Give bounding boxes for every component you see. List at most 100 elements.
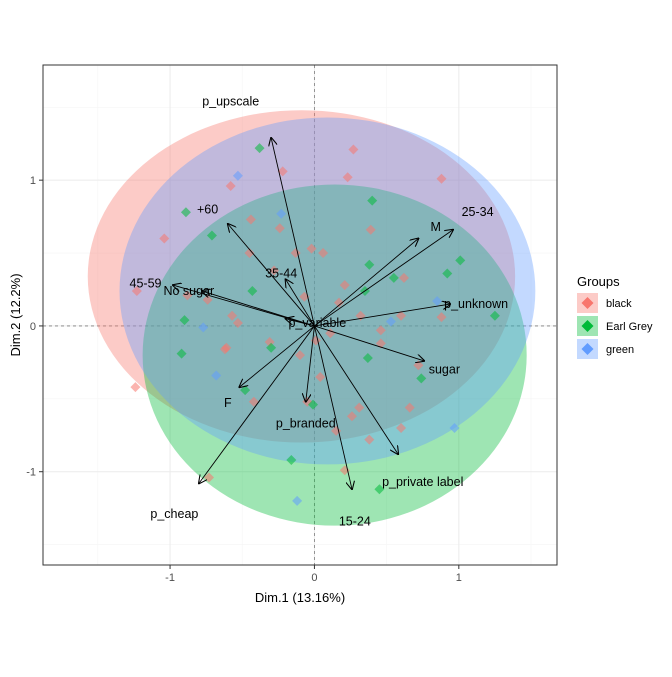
point-earl-grey: [374, 484, 385, 495]
point-black: [333, 297, 344, 308]
point-black: [339, 280, 350, 291]
point-black: [130, 382, 141, 393]
point-earl-grey: [179, 315, 190, 326]
legend-entries: black Earl Grey green: [577, 293, 653, 359]
point-green: [385, 316, 396, 327]
point-earl-grey: [180, 207, 191, 218]
point-black: [318, 248, 329, 259]
y-tick-label: -1: [26, 467, 36, 479]
point-black: [331, 425, 342, 436]
legend-label-black: black: [606, 298, 632, 310]
y-axis-title: Dim.2 (12.2%): [8, 273, 23, 356]
arrow-p-upscale: [271, 138, 315, 327]
label-f: F: [224, 396, 232, 410]
point-black: [131, 285, 142, 296]
y-tick-label: 1: [30, 175, 36, 187]
point-earl-grey: [176, 348, 187, 359]
arrow-p-branded: [306, 325, 315, 402]
point-black: [365, 224, 376, 235]
point-black: [232, 318, 243, 329]
point-green: [211, 370, 222, 381]
point-black: [436, 312, 447, 323]
ellipse-earl-grey: [142, 184, 527, 526]
label-p-unknown: p_unknown: [444, 297, 508, 311]
point-earl-grey: [362, 353, 373, 364]
x-tick-label: 1: [456, 572, 462, 584]
label-sugar: sugar: [429, 363, 460, 377]
arrow-15-24: [313, 325, 352, 489]
point-earl-grey: [247, 285, 258, 296]
ellipse-green: [119, 117, 536, 465]
point-black: [396, 422, 407, 433]
point-green: [449, 422, 460, 433]
point-earl-grey: [286, 455, 297, 466]
point-black: [436, 173, 447, 184]
point-black: [364, 434, 375, 445]
point-green: [276, 208, 287, 219]
legend-marker-green: [581, 343, 594, 355]
point-black: [269, 265, 280, 276]
point-earl-grey: [388, 272, 399, 283]
point-earl-grey: [442, 268, 453, 279]
x-axis-ticks: -1 0 1: [165, 565, 462, 584]
label-p-cheap: p_cheap: [150, 507, 198, 521]
point-earl-grey: [206, 230, 217, 241]
point-black: [245, 214, 256, 225]
arrow-m: [314, 238, 418, 327]
x-tick-label: 0: [311, 572, 317, 584]
point-black: [375, 325, 386, 336]
point-black: [346, 411, 357, 422]
point-earl-grey: [364, 259, 375, 270]
legend-title: Groups: [577, 274, 620, 289]
label-45-59: 45-59: [130, 277, 162, 291]
point-black: [342, 172, 353, 183]
label-p-branded: p_branded: [276, 417, 336, 431]
arrow-f: [239, 325, 315, 387]
arrow-sugar: [314, 325, 424, 361]
y-tick-label: 0: [30, 321, 36, 333]
point-black: [396, 310, 407, 321]
point-black: [306, 243, 317, 254]
y-axis-ticks: -1 0 1: [26, 175, 43, 479]
arrow-25-34: [314, 230, 453, 327]
plot-panel: [43, 65, 557, 565]
point-earl-grey: [266, 342, 277, 353]
legend-label-green: green: [606, 344, 634, 356]
label-m: M: [431, 220, 441, 234]
arrow-p-unknown: [314, 304, 450, 327]
point-black: [290, 248, 301, 259]
point-black: [274, 223, 285, 234]
label-35-44: 35-44: [265, 266, 297, 280]
point-earl-grey: [254, 143, 265, 154]
variable-arrows: [173, 138, 453, 489]
point-earl-grey: [489, 310, 500, 321]
point-black: [244, 248, 255, 259]
point-black: [159, 233, 170, 244]
arrow-p-variable: [286, 319, 315, 327]
zero-lines: [43, 65, 557, 565]
label-p-upscale: p_upscale: [202, 94, 259, 108]
point-black: [315, 371, 326, 382]
point-black: [404, 402, 415, 413]
arrow-p-cheap: [199, 325, 315, 483]
arrow-35-44: [286, 279, 315, 327]
point-black: [348, 144, 359, 155]
point-black: [325, 328, 336, 339]
point-black: [248, 396, 259, 407]
arrow-60: [228, 224, 315, 327]
label-25-34: 25-34: [462, 205, 494, 219]
point-black: [295, 350, 305, 361]
label-no-sugar: No sugar: [163, 284, 214, 298]
point-black: [277, 166, 288, 177]
label-60: +60: [197, 202, 218, 216]
point-green: [198, 322, 209, 333]
x-tick-label: -1: [165, 572, 175, 584]
arrow-no-sugar: [202, 291, 315, 327]
legend: Groups black Earl Grey green: [577, 274, 653, 359]
point-green: [232, 170, 243, 181]
point-black: [227, 310, 238, 321]
point-black: [354, 402, 365, 413]
